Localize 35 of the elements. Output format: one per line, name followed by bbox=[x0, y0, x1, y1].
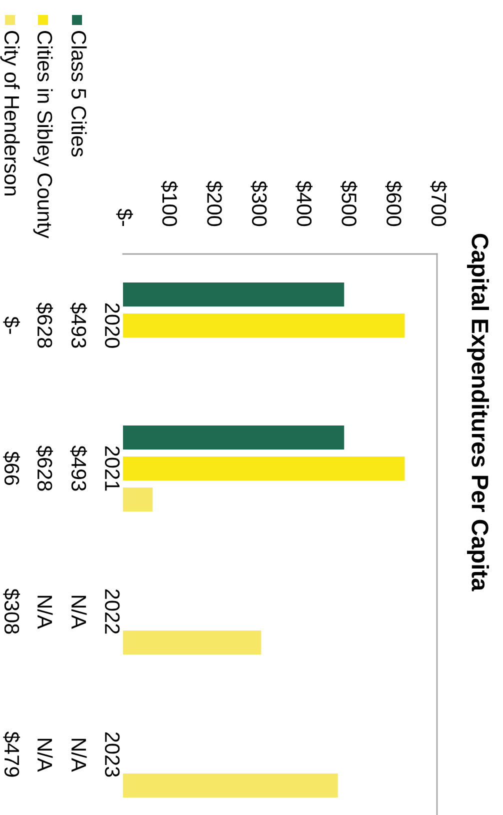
bar bbox=[123, 456, 405, 480]
x-tick-label: $500 bbox=[340, 180, 358, 226]
y-tick-label: 2021 bbox=[104, 446, 120, 491]
data-label: $- bbox=[3, 316, 20, 334]
legend-label: Class 5 Cities bbox=[71, 31, 87, 157]
data-label: $66 bbox=[3, 451, 20, 485]
data-label: $479 bbox=[3, 732, 20, 777]
legend-label: City of Henderson bbox=[0, 31, 20, 196]
data-label: $628 bbox=[36, 446, 54, 491]
bar bbox=[123, 488, 153, 512]
bar bbox=[123, 774, 338, 798]
data-label: $493 bbox=[70, 446, 88, 491]
x-tick-label: $400 bbox=[296, 180, 312, 226]
x-tick-label: $600 bbox=[385, 180, 402, 226]
text: Capital Expenditures Per Capita bbox=[466, 234, 490, 592]
text: N/A bbox=[37, 596, 53, 629]
bar bbox=[123, 282, 344, 306]
y-tick-label: 2020 bbox=[104, 303, 120, 348]
text: N/A bbox=[71, 596, 87, 629]
bar bbox=[123, 314, 405, 338]
data-label: $493 bbox=[70, 302, 88, 348]
bar bbox=[123, 630, 262, 654]
x-tick-label: $700 bbox=[430, 180, 448, 226]
legend-label: Cities in Sibley County bbox=[33, 31, 53, 238]
x-tick-label: $300 bbox=[250, 180, 268, 226]
x-tick-label: $- bbox=[116, 208, 134, 226]
y-tick-label: 2023 bbox=[104, 732, 120, 777]
bar bbox=[123, 426, 344, 450]
text: N/A bbox=[37, 738, 53, 772]
y-tick-label: 2022 bbox=[104, 589, 120, 634]
x-tick-label: $100 bbox=[161, 180, 178, 226]
text: N/A bbox=[71, 738, 87, 772]
data-label: $308 bbox=[3, 588, 20, 634]
data-label: $628 bbox=[36, 302, 54, 348]
x-tick-label: $200 bbox=[206, 180, 223, 226]
